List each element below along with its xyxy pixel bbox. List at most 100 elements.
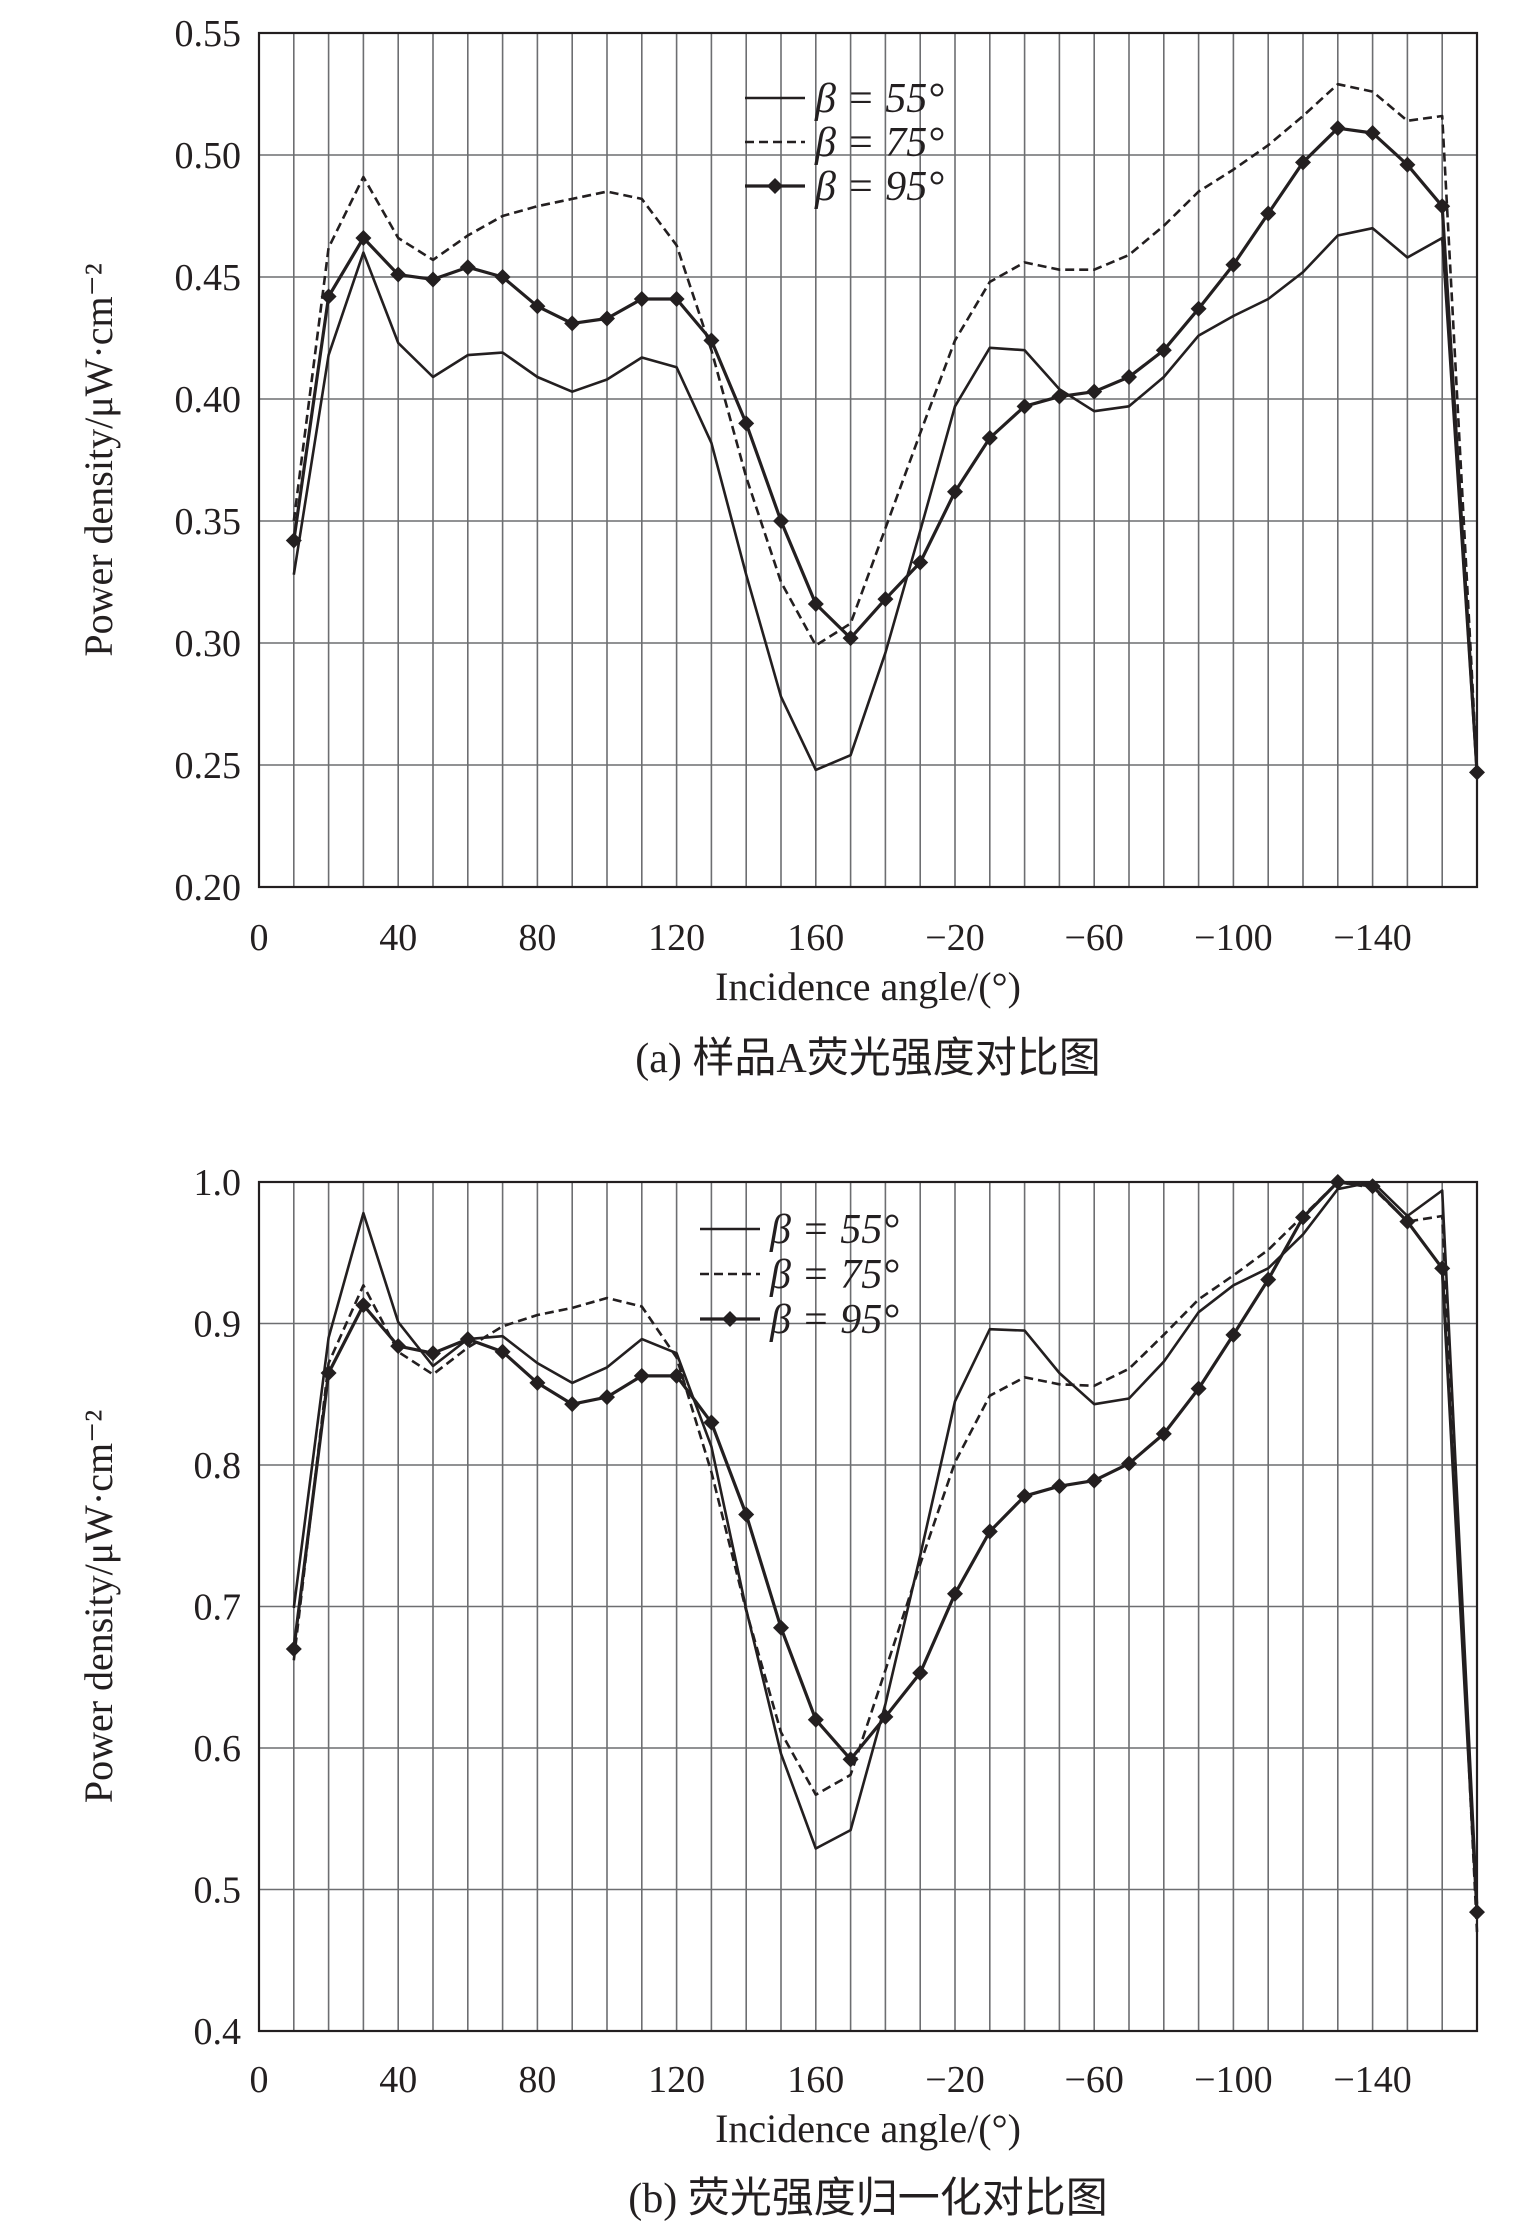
- x-tick-label: 160: [787, 2059, 844, 2101]
- y-tick-label: 0.30: [175, 623, 242, 665]
- x-tick-label: 120: [648, 917, 705, 959]
- x-tick-label: 40: [379, 2059, 417, 2101]
- x-tick-label: 0: [250, 2059, 269, 2101]
- data-point-marker: [947, 483, 963, 500]
- series-3: [285, 1174, 1485, 1921]
- data-point-marker: [773, 1619, 789, 1636]
- data-point-marker: [1155, 342, 1172, 359]
- data-point-marker: [425, 271, 441, 288]
- data-point-marker: [807, 595, 824, 612]
- x-axis-label: Incidence angle/(°): [715, 964, 1021, 1009]
- y-tick-label: 0.35: [175, 501, 242, 543]
- data-point-marker: [1260, 205, 1277, 222]
- data-point-marker: [1364, 1178, 1381, 1195]
- x-tick-label: −20: [925, 917, 984, 959]
- data-point-marker: [668, 1367, 685, 1384]
- y-tick-label: 0.40: [175, 379, 242, 421]
- data-point-marker: [599, 1389, 615, 1406]
- chart-a: 0.20 0.25 0.30 0.35 0.40 0.45 0.50 0.55 0 40 80 120…: [76, 13, 1485, 1082]
- data-point-marker: [1295, 154, 1311, 171]
- data-point-marker: [807, 1711, 824, 1728]
- data-point-marker: [390, 1338, 407, 1355]
- chart-caption: (a) 样品A荧光强度对比图: [635, 1036, 1100, 1082]
- chart-b: 0.4 0.5 0.6 0.7 0.8 0.9 1.0 0 40 80 120 160 −20 −60 −1…: [76, 1162, 1485, 2222]
- x-tick-label: 80: [518, 2059, 556, 2101]
- data-point-marker: [494, 269, 511, 285]
- x-tick-label: −60: [1064, 917, 1123, 959]
- y-tick-label: 0.20: [175, 867, 242, 909]
- x-tick-label: 120: [648, 2059, 705, 2101]
- legend-label: β = 75°: [769, 1252, 899, 1298]
- data-point-marker: [320, 288, 337, 305]
- data-point-marker: [390, 266, 407, 283]
- x-tick-label: −140: [1333, 917, 1411, 959]
- y-axis-label: Power density/μW·cm⁻²: [76, 1410, 121, 1803]
- data-point-marker: [1225, 256, 1242, 273]
- data-point-marker: [355, 229, 372, 246]
- data-point-marker: [912, 1665, 929, 1682]
- data-point-marker: [1469, 1904, 1485, 1921]
- data-point-marker: [1086, 383, 1103, 400]
- data-point-marker: [842, 630, 859, 647]
- y-axis-label: Power density/μW·cm⁻²: [76, 263, 121, 656]
- data-point-marker: [529, 1374, 546, 1391]
- data-point-marker: [773, 513, 789, 529]
- legend-label: β = 55°: [769, 1207, 899, 1253]
- data-point-marker: [599, 310, 615, 327]
- x-tick-label: −20: [925, 2059, 984, 2101]
- legend: β = 55°β = 75°β = 95°: [700, 1207, 899, 1343]
- data-point-marker: [1016, 1488, 1033, 1505]
- chart-caption: (b) 荧光强度归一化对比图: [628, 2176, 1107, 2222]
- data-point-marker: [1469, 764, 1485, 781]
- y-tick-label: 0.7: [194, 1587, 242, 1629]
- data-point-marker: [494, 1343, 511, 1360]
- gridlines: [259, 33, 1477, 887]
- data-point-marker: [1190, 300, 1207, 317]
- legend-label: β = 75°: [814, 120, 944, 166]
- plot-frame: [257, 31, 1479, 889]
- x-tick-label: 40: [379, 917, 417, 959]
- data-point-marker: [1329, 120, 1346, 137]
- x-tick-label: 80: [518, 917, 556, 959]
- x-tick-label: −100: [1194, 917, 1272, 959]
- gridlines: [259, 1182, 1477, 2031]
- y-tick-label: 0.5: [194, 1870, 242, 1912]
- x-axis-label: Incidence angle/(°): [715, 2106, 1021, 2151]
- x-tick-label: 160: [787, 917, 844, 959]
- y-tick-label: 0.45: [175, 257, 242, 299]
- legend-label: β = 95°: [814, 164, 944, 210]
- y-tick-label: 0.8: [194, 1445, 242, 1487]
- plot-frame: [257, 1180, 1479, 2033]
- data-point-marker: [459, 259, 476, 276]
- data-point-marker: [1121, 1455, 1137, 1472]
- data-point-marker: [633, 1367, 650, 1384]
- data-point-marker: [1051, 388, 1068, 405]
- data-point-marker: [738, 1506, 755, 1523]
- data-point-marker: [1399, 1213, 1416, 1230]
- data-point-marker: [1225, 1326, 1242, 1343]
- data-point-marker: [1121, 369, 1137, 386]
- data-point-marker: [981, 1523, 998, 1540]
- data-point-marker: [842, 1751, 859, 1768]
- series-2: [292, 1180, 1479, 1933]
- data-point-marker: [633, 290, 650, 307]
- y-tick-label: 0.6: [194, 1728, 242, 1770]
- data-point-marker: [1086, 1472, 1103, 1489]
- data-point-marker: [1190, 1380, 1207, 1397]
- series-line: [292, 1180, 1479, 1933]
- y-tick-label: 0.4: [194, 2011, 242, 2053]
- data-point-marker: [1329, 1174, 1346, 1190]
- data-point-marker: [285, 1640, 302, 1657]
- data-point-marker: [703, 332, 720, 349]
- data-point-marker: [947, 1585, 963, 1602]
- data-point-marker: [912, 554, 929, 571]
- data-point-marker: [355, 1297, 372, 1314]
- data-point-marker: [1260, 1271, 1277, 1288]
- data-point-marker: [1016, 398, 1033, 415]
- data-point-marker: [564, 315, 581, 332]
- series-1: [292, 226, 1479, 775]
- series-3: [285, 120, 1485, 781]
- data-point-marker: [877, 591, 894, 608]
- series-line: [292, 226, 1479, 775]
